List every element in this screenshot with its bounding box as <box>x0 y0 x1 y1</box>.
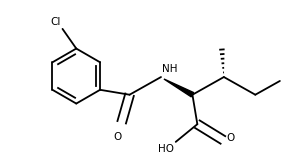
Text: O: O <box>227 133 235 143</box>
Text: HO: HO <box>158 144 174 154</box>
Text: O: O <box>114 132 122 142</box>
Polygon shape <box>164 79 194 97</box>
Text: Cl: Cl <box>50 17 61 27</box>
Text: NH: NH <box>162 64 178 74</box>
